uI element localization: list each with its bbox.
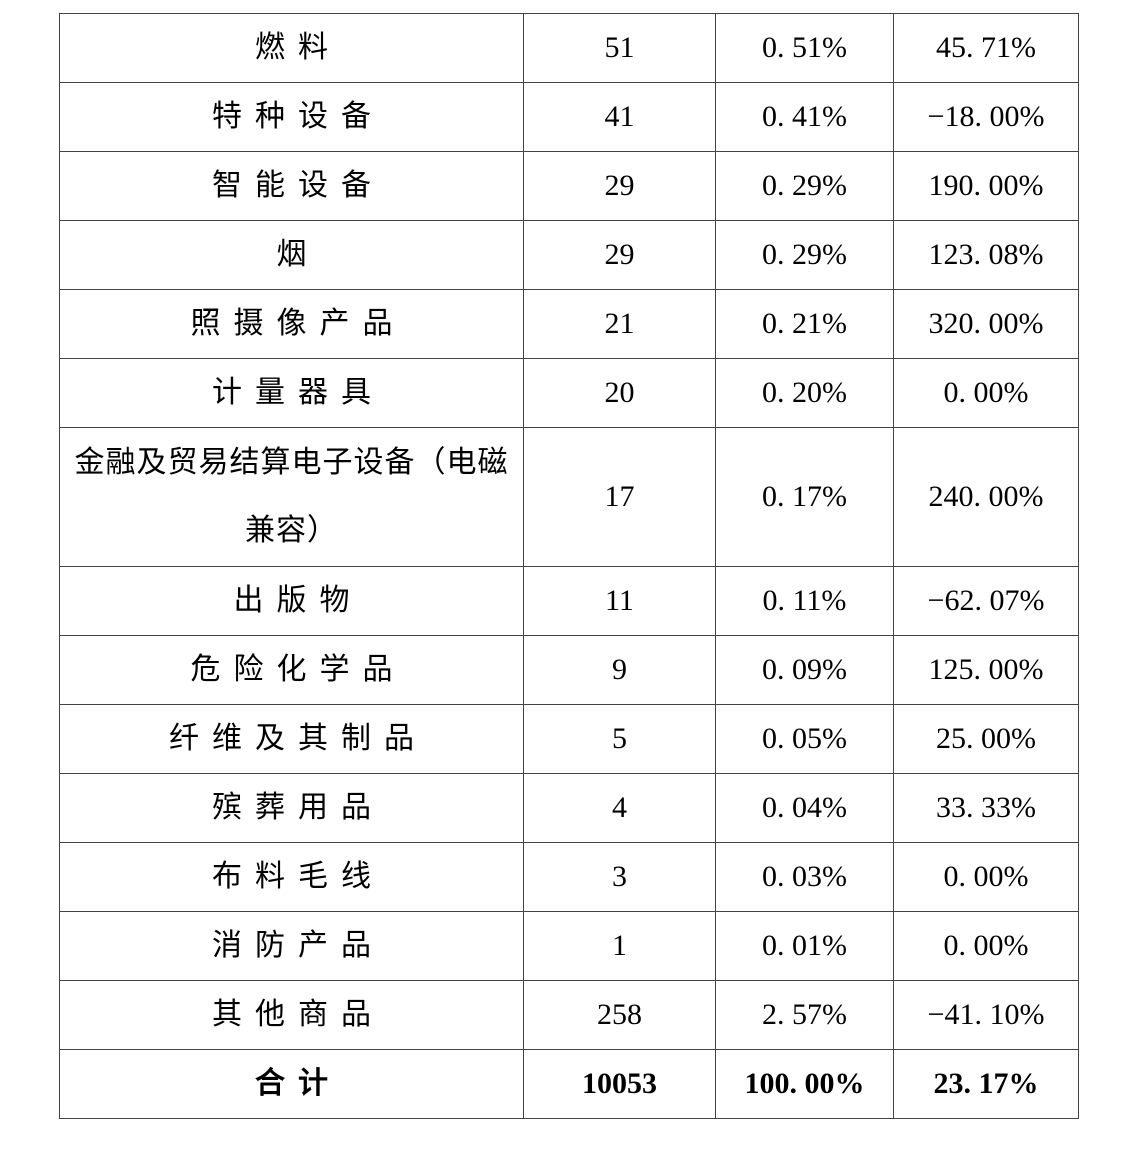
cell-share: 2. 57% (715, 980, 894, 1050)
table-row: 危险化学品 9 0. 09% 125. 00% (59, 635, 1079, 705)
table-row: 烟 29 0. 29% 123. 08% (59, 220, 1079, 290)
cell-share: 0. 03% (715, 842, 894, 912)
cell-count: 51 (523, 13, 716, 83)
cell-total-share: 100. 00% (715, 1049, 894, 1119)
table-row: 金融及贸易结算电子设备（电磁 兼容） 17 0. 17% 240. 00% (59, 427, 1079, 567)
table-row: 计量器具 20 0. 20% 0. 00% (59, 358, 1079, 428)
cell-count: 9 (523, 635, 716, 705)
cell-count: 29 (523, 151, 716, 221)
table-row: 照摄像产品 21 0. 21% 320. 00% (59, 289, 1079, 359)
cell-category: 计量器具 (59, 358, 524, 428)
cell-share: 0. 09% (715, 635, 894, 705)
cell-yoy: 0. 00% (893, 911, 1079, 981)
cell-yoy: −41. 10% (893, 980, 1079, 1050)
cell-total-yoy: 23. 17% (893, 1049, 1079, 1119)
table-row: 布料毛线 3 0. 03% 0. 00% (59, 842, 1079, 912)
cell-yoy: 0. 00% (893, 842, 1079, 912)
cell-share: 0. 51% (715, 13, 894, 83)
cell-category: 其他商品 (59, 980, 524, 1050)
cell-share: 0. 05% (715, 704, 894, 774)
cell-share: 0. 04% (715, 773, 894, 843)
cell-count: 29 (523, 220, 716, 290)
cell-category: 燃料 (59, 13, 524, 83)
cell-yoy: −18. 00% (893, 82, 1079, 152)
cell-share: 0. 17% (715, 427, 894, 567)
cell-total-label: 合计 (59, 1049, 524, 1119)
cell-count: 258 (523, 980, 716, 1050)
cell-category: 照摄像产品 (59, 289, 524, 359)
table-total-row: 合计 10053 100. 00% 23. 17% (59, 1049, 1079, 1119)
table-row: 其他商品 258 2. 57% −41. 10% (59, 980, 1079, 1050)
cell-yoy: 33. 33% (893, 773, 1079, 843)
table-row: 消防产品 1 0. 01% 0. 00% (59, 911, 1079, 981)
cell-count: 3 (523, 842, 716, 912)
cell-count: 11 (523, 566, 716, 636)
cell-yoy: 123. 08% (893, 220, 1079, 290)
cell-category: 纤维及其制品 (59, 704, 524, 774)
cell-category: 烟 (59, 220, 524, 290)
cell-share: 0. 11% (715, 566, 894, 636)
cell-share: 0. 20% (715, 358, 894, 428)
table-row: 纤维及其制品 5 0. 05% 25. 00% (59, 704, 1079, 774)
cell-count: 5 (523, 704, 716, 774)
cell-share: 0. 21% (715, 289, 894, 359)
cell-category: 特种设备 (59, 82, 524, 152)
data-table: 燃料 51 0. 51% 45. 71% 特种设备 41 0. 41% −18.… (59, 13, 1079, 1119)
cell-yoy: 25. 00% (893, 704, 1079, 774)
cell-share: 0. 29% (715, 151, 894, 221)
cell-count: 21 (523, 289, 716, 359)
cell-category: 出版物 (59, 566, 524, 636)
cell-yoy: −62. 07% (893, 566, 1079, 636)
cell-category: 消防产品 (59, 911, 524, 981)
table-row: 燃料 51 0. 51% 45. 71% (59, 13, 1079, 83)
cell-count: 41 (523, 82, 716, 152)
cell-category: 金融及贸易结算电子设备（电磁 兼容） (59, 427, 524, 567)
cell-count: 4 (523, 773, 716, 843)
cell-share: 0. 29% (715, 220, 894, 290)
cell-yoy: 45. 71% (893, 13, 1079, 83)
table-row: 特种设备 41 0. 41% −18. 00% (59, 82, 1079, 152)
cell-count: 17 (523, 427, 716, 567)
cell-count: 20 (523, 358, 716, 428)
cell-count: 1 (523, 911, 716, 981)
cell-category: 智能设备 (59, 151, 524, 221)
cell-yoy: 190. 00% (893, 151, 1079, 221)
table-row: 智能设备 29 0. 29% 190. 00% (59, 151, 1079, 221)
cell-share: 0. 41% (715, 82, 894, 152)
cell-category: 布料毛线 (59, 842, 524, 912)
cell-yoy: 320. 00% (893, 289, 1079, 359)
table-row: 殡葬用品 4 0. 04% 33. 33% (59, 773, 1079, 843)
cell-total-count: 10053 (523, 1049, 716, 1119)
cell-share: 0. 01% (715, 911, 894, 981)
cell-category: 殡葬用品 (59, 773, 524, 843)
cell-yoy: 125. 00% (893, 635, 1079, 705)
cell-yoy: 240. 00% (893, 427, 1079, 567)
cell-category: 危险化学品 (59, 635, 524, 705)
table-row: 出版物 11 0. 11% −62. 07% (59, 566, 1079, 636)
cell-yoy: 0. 00% (893, 358, 1079, 428)
